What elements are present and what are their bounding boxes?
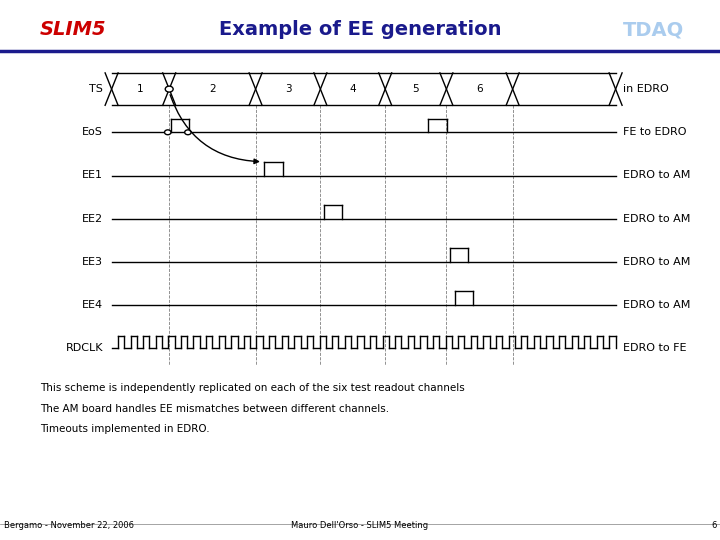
Circle shape — [164, 130, 171, 135]
Text: Example of EE generation: Example of EE generation — [219, 20, 501, 39]
Text: Bergamo - November 22, 2006: Bergamo - November 22, 2006 — [4, 521, 134, 530]
Text: TDAQ: TDAQ — [623, 20, 684, 39]
Text: EE4: EE4 — [82, 300, 103, 310]
Text: RDCLK: RDCLK — [66, 343, 103, 353]
Text: 4: 4 — [349, 84, 356, 94]
Text: EE1: EE1 — [82, 171, 103, 180]
Text: FE to EDRO: FE to EDRO — [623, 127, 686, 137]
Text: 5: 5 — [413, 84, 419, 94]
Text: EDRO to AM: EDRO to AM — [623, 214, 690, 224]
Text: The AM board handles EE mismatches between different channels.: The AM board handles EE mismatches betwe… — [40, 404, 389, 414]
Circle shape — [184, 130, 192, 135]
FancyArrowPatch shape — [170, 94, 258, 164]
Circle shape — [166, 86, 174, 92]
Text: 3: 3 — [284, 84, 292, 94]
Text: EDRO to AM: EDRO to AM — [623, 171, 690, 180]
Text: EDRO to AM: EDRO to AM — [623, 257, 690, 267]
Text: TS: TS — [89, 84, 103, 94]
Text: 6: 6 — [476, 84, 483, 94]
Text: This scheme is independently replicated on each of the six test readout channels: This scheme is independently replicated … — [40, 383, 464, 394]
Text: EE2: EE2 — [82, 214, 103, 224]
Text: EDRO to AM: EDRO to AM — [623, 300, 690, 310]
Text: Timeouts implemented in EDRO.: Timeouts implemented in EDRO. — [40, 424, 210, 435]
Text: 2: 2 — [209, 84, 216, 94]
Text: Mauro Dell'Orso - SLIM5 Meeting: Mauro Dell'Orso - SLIM5 Meeting — [292, 521, 428, 530]
Text: 6: 6 — [711, 521, 716, 530]
Text: EoS: EoS — [82, 127, 103, 137]
Text: in EDRO: in EDRO — [623, 84, 669, 94]
Text: EE3: EE3 — [82, 257, 103, 267]
Text: SLIM5: SLIM5 — [40, 20, 107, 39]
Text: EDRO to FE: EDRO to FE — [623, 343, 686, 353]
Text: 1: 1 — [137, 84, 144, 94]
